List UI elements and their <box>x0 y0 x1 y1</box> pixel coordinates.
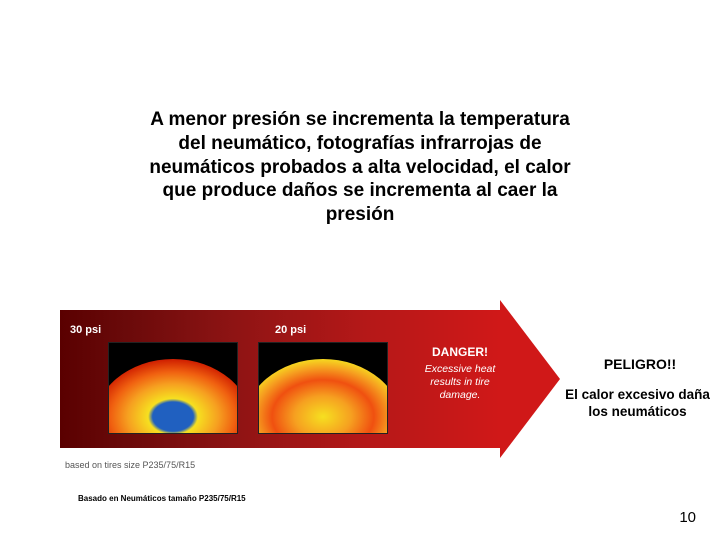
footnote-english: based on tires size P235/75/R15 <box>65 460 195 470</box>
tire-thermal-30psi <box>108 342 238 434</box>
peligro-label: PELIGRO!! <box>570 356 710 372</box>
calor-excesivo-text: El calor excesivo daña los neumáticos <box>560 387 715 421</box>
psi-label-20: 20 psi <box>275 324 306 336</box>
footnote-spanish: Basado en Neumáticos tamaño P235/75/R15 <box>78 494 246 503</box>
slide-title: A menor presión se incrementa la tempera… <box>145 108 575 227</box>
arrow-head <box>500 300 560 458</box>
danger-text-block: DANGER! Excessive heat results in tire d… <box>405 345 515 402</box>
tire-thermal-20psi <box>258 342 388 434</box>
danger-line3: damage. <box>405 389 515 402</box>
page-number: 10 <box>679 509 696 526</box>
psi-label-30: 30 psi <box>70 324 101 336</box>
danger-title: DANGER! <box>405 345 515 360</box>
pressure-arrow-graphic: 30 psi 20 psi DANGER! Excessive heat res… <box>60 300 560 458</box>
thermal-gradient-cool <box>108 359 238 434</box>
danger-line2: results in tire <box>405 376 515 389</box>
arrow-body: 30 psi 20 psi DANGER! Excessive heat res… <box>60 310 500 448</box>
thermal-gradient-hot <box>258 359 388 434</box>
danger-line1: Excessive heat <box>405 363 515 376</box>
